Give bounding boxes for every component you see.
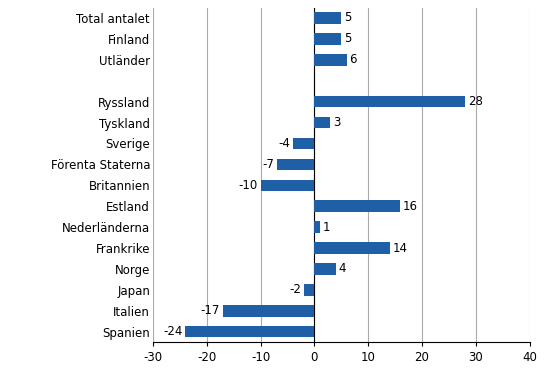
Text: 3: 3 <box>333 116 341 129</box>
Text: -7: -7 <box>262 158 274 171</box>
Text: 5: 5 <box>344 12 351 24</box>
Bar <box>314 96 465 108</box>
Text: 14: 14 <box>393 241 407 255</box>
Text: 1: 1 <box>322 221 330 233</box>
Bar <box>314 12 341 24</box>
Text: -2: -2 <box>289 284 301 296</box>
Bar <box>314 242 390 254</box>
Bar <box>223 305 314 317</box>
Text: -4: -4 <box>278 137 290 150</box>
Text: 16: 16 <box>403 200 418 213</box>
Text: -17: -17 <box>201 304 220 317</box>
Text: 6: 6 <box>349 53 357 66</box>
Bar <box>260 180 314 191</box>
Bar <box>304 284 314 296</box>
Bar <box>314 263 336 275</box>
Bar <box>185 326 314 337</box>
Bar <box>293 138 314 149</box>
Text: 5: 5 <box>344 32 351 45</box>
Text: -24: -24 <box>163 325 182 338</box>
Bar <box>314 200 400 212</box>
Text: -10: -10 <box>239 179 258 192</box>
Bar <box>314 117 330 128</box>
Bar <box>314 54 347 65</box>
Bar <box>314 221 320 233</box>
Bar <box>277 159 314 170</box>
Text: 28: 28 <box>468 95 483 108</box>
Text: 4: 4 <box>339 262 346 276</box>
Bar <box>314 33 341 45</box>
